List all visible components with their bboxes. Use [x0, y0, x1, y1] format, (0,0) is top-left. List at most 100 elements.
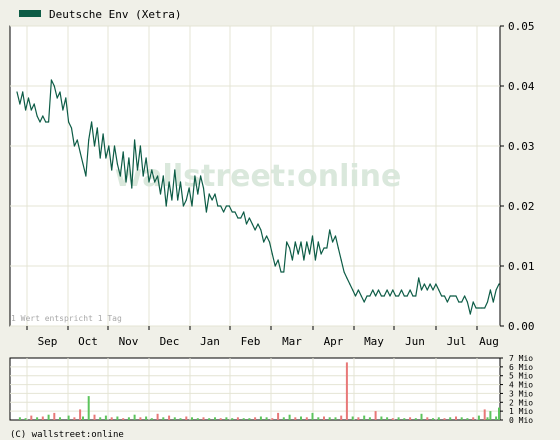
price-point: [220, 205, 222, 207]
price-line-group: [16, 79, 500, 315]
price-point: [297, 253, 299, 255]
price-point: [423, 283, 425, 285]
volume-bar: [133, 414, 136, 420]
volume-bar: [397, 417, 400, 420]
price-point: [311, 235, 314, 237]
volume-plot-area: [9, 357, 501, 421]
price-point: [478, 307, 480, 309]
volume-bar: [498, 407, 500, 420]
price-point: [53, 85, 55, 87]
price-point: [191, 205, 193, 207]
y-tick-label: 0.05: [508, 20, 535, 33]
y-tick-label: 0.01: [508, 260, 535, 273]
volume-bars: [18, 362, 500, 420]
price-point: [88, 139, 90, 141]
volume-bar: [259, 416, 262, 420]
y-tick-label: 0.03: [508, 140, 535, 153]
price-point: [398, 295, 400, 297]
price-y-axis: 0.05 0.04 0.03 0.02 0.01 0.00: [500, 20, 535, 333]
volume-bar: [495, 416, 498, 420]
volume-bar: [466, 418, 469, 420]
volume-bar: [208, 418, 211, 420]
volume-bar: [145, 416, 148, 420]
price-point: [403, 295, 405, 297]
price-point: [131, 187, 133, 189]
volume-bar: [391, 418, 394, 420]
price-point: [200, 175, 202, 177]
price-point: [171, 199, 173, 201]
volume-bar: [127, 417, 130, 420]
price-point: [157, 175, 159, 177]
price-point: [271, 253, 273, 255]
volume-bar: [67, 415, 70, 420]
price-point: [392, 289, 394, 291]
price-point: [177, 199, 179, 201]
price-point: [484, 307, 486, 309]
price-point: [340, 259, 342, 261]
volume-bar: [150, 418, 153, 420]
volume-bar: [351, 416, 354, 420]
price-point: [498, 283, 500, 285]
price-point: [257, 223, 259, 225]
price-point: [280, 271, 282, 273]
volume-bar: [328, 417, 331, 420]
volume-bar: [455, 416, 457, 420]
price-point: [303, 259, 305, 261]
volume-bar: [41, 416, 44, 420]
volume-bar: [486, 417, 489, 420]
price-point: [406, 295, 408, 297]
price-point: [151, 169, 153, 171]
price-point: [464, 295, 466, 297]
price-point: [452, 295, 454, 297]
price-point: [346, 277, 348, 279]
volume-bar: [168, 415, 171, 420]
price-point: [108, 145, 110, 147]
price-point: [50, 79, 53, 81]
legend-label: Deutsche Env (Xetra): [49, 8, 181, 21]
volume-bar: [122, 418, 125, 420]
price-point: [197, 193, 199, 195]
price-point: [79, 151, 81, 153]
volume-bar: [271, 418, 274, 420]
price-point: [415, 295, 417, 297]
price-point: [39, 121, 41, 123]
price-point: [148, 181, 150, 183]
price-point: [377, 289, 380, 291]
price-point: [165, 205, 167, 207]
vol-tick-label: 3 Mio: [509, 389, 533, 398]
price-point: [42, 115, 44, 117]
price-point: [237, 217, 239, 219]
x-tick-label: Jul: [447, 335, 467, 348]
volume-bar: [409, 417, 412, 420]
price-point: [254, 229, 256, 231]
price-point: [314, 259, 316, 261]
volume-bar: [472, 417, 475, 420]
price-point: [105, 157, 107, 159]
price-point: [65, 97, 67, 99]
price-point: [136, 169, 139, 171]
price-point: [185, 199, 187, 201]
price-point: [306, 241, 308, 243]
price-point: [429, 283, 431, 285]
price-point: [337, 247, 339, 249]
volume-bar: [300, 416, 302, 420]
price-point: [162, 175, 164, 177]
price-point: [202, 187, 205, 189]
x-tick-label: Feb: [241, 335, 261, 348]
price-point: [486, 301, 489, 303]
price-point: [96, 127, 98, 129]
volume-bar: [99, 417, 102, 420]
volume-bar: [426, 417, 429, 420]
volume-bar: [53, 412, 56, 420]
volume-bar: [449, 417, 452, 420]
price-point: [435, 283, 437, 285]
volume-bar: [47, 414, 50, 420]
volume-bar: [242, 418, 245, 420]
x-tick-label: Aug: [479, 335, 499, 348]
volume-grid: [10, 358, 500, 420]
price-point: [102, 133, 104, 135]
volume-bar: [414, 418, 417, 420]
volume-bar: [374, 411, 377, 420]
price-point: [268, 241, 271, 243]
price-point: [111, 169, 113, 171]
